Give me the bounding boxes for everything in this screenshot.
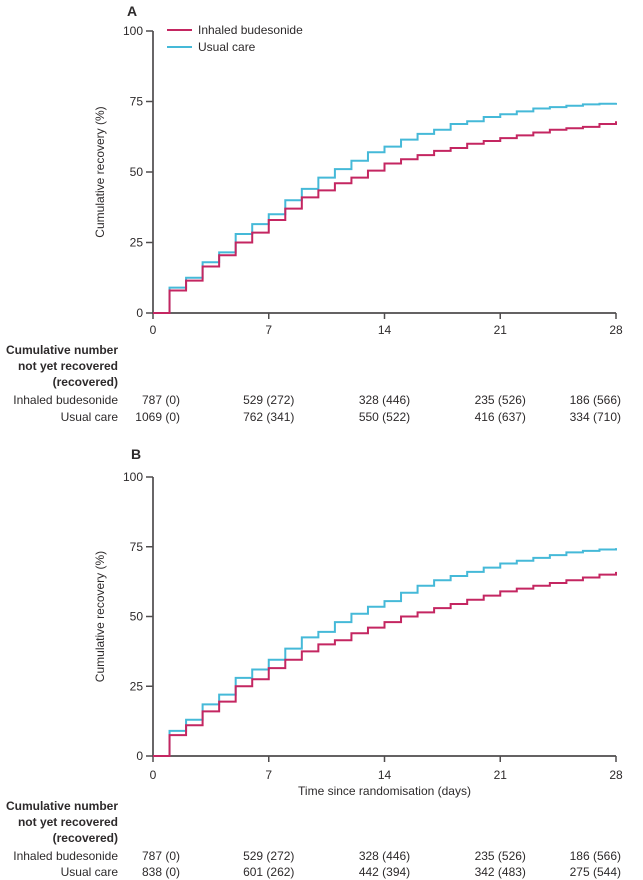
- y-tick-label-panel-a: 50: [130, 165, 144, 179]
- risk-value-panel-b: 838 (0): [142, 865, 180, 879]
- risk-table-header-panel-b: Cumulative number: [6, 799, 118, 813]
- y-tick-label-panel-a: 25: [130, 236, 144, 250]
- risk-table-header-panel-a: Cumulative number: [6, 343, 118, 357]
- risk-value-panel-a: 186 (566): [570, 393, 621, 407]
- risk-table-header-panel-b: (recovered): [53, 831, 118, 845]
- risk-value-panel-b: 529 (272): [243, 849, 294, 863]
- x-tick-label-panel-a: 14: [378, 323, 392, 337]
- series-usual_care-panel-b: [153, 548, 617, 757]
- risk-value-panel-a: 416 (637): [475, 410, 526, 424]
- risk-value-panel-a: 529 (272): [243, 393, 294, 407]
- risk-value-panel-b: 235 (526): [475, 849, 526, 863]
- series-usual_care-panel-a: [153, 102, 617, 314]
- legend-label-usual_care: Usual care: [198, 40, 256, 54]
- x-axis-title-panel-b: Time since randomisation (days): [298, 784, 471, 798]
- x-tick-label-panel-a: 28: [609, 323, 623, 337]
- x-tick-label-panel-b: 14: [378, 768, 392, 782]
- panel-a-label: A: [127, 3, 138, 19]
- y-tick-label-panel-b: 75: [130, 540, 144, 554]
- risk-table-header-panel-a: (recovered): [53, 375, 118, 389]
- x-tick-label-panel-a: 7: [265, 323, 272, 337]
- risk-row-label-panel-a: Inhaled budesonide: [13, 393, 118, 407]
- x-tick-label-panel-b: 21: [494, 768, 508, 782]
- risk-value-panel-b: 442 (394): [359, 865, 410, 879]
- risk-table-header-panel-a: not yet recovered: [18, 359, 118, 373]
- legend-label-inhaled_budesonide: Inhaled budesonide: [198, 23, 303, 37]
- risk-value-panel-a: 334 (710): [570, 410, 621, 424]
- x-tick-label-panel-b: 7: [265, 768, 272, 782]
- y-tick-label-panel-b: 25: [130, 679, 144, 693]
- y-tick-label-panel-b: 0: [136, 749, 143, 763]
- series-inhaled_budesonide-panel-a: [153, 121, 617, 314]
- risk-row-label-panel-b: Inhaled budesonide: [13, 849, 118, 863]
- axis-spines-panel-a: [152, 31, 616, 314]
- risk-value-panel-b: 601 (262): [243, 865, 294, 879]
- risk-value-panel-b: 186 (566): [570, 849, 621, 863]
- risk-table-header-panel-b: not yet recovered: [18, 815, 118, 829]
- y-tick-label-panel-b: 100: [123, 470, 143, 484]
- risk-value-panel-b: 328 (446): [359, 849, 410, 863]
- risk-value-panel-a: 787 (0): [142, 393, 180, 407]
- x-tick-label-panel-a: 0: [150, 323, 157, 337]
- risk-value-panel-b: 275 (544): [570, 865, 621, 879]
- series-inhaled_budesonide-panel-b: [153, 571, 617, 757]
- y-tick-label-panel-a: 100: [123, 24, 143, 38]
- risk-value-panel-a: 235 (526): [475, 393, 526, 407]
- risk-value-panel-b: 787 (0): [142, 849, 180, 863]
- y-tick-label-panel-b: 50: [130, 610, 144, 624]
- panel-b-label: B: [131, 446, 142, 462]
- x-tick-label-panel-a: 21: [494, 323, 508, 337]
- risk-value-panel-a: 328 (446): [359, 393, 410, 407]
- risk-value-panel-a: 1069 (0): [135, 410, 180, 424]
- y-axis-title-panel-a: Cumulative recovery (%): [93, 106, 107, 237]
- y-tick-label-panel-a: 0: [136, 306, 143, 320]
- risk-row-label-panel-b: Usual care: [61, 865, 119, 879]
- risk-value-panel-a: 550 (522): [359, 410, 410, 424]
- axis-spines-panel-b: [152, 477, 616, 757]
- y-tick-label-panel-a: 75: [130, 95, 144, 109]
- risk-value-panel-b: 342 (483): [475, 865, 526, 879]
- y-axis-title-panel-b: Cumulative recovery (%): [93, 551, 107, 682]
- risk-value-panel-a: 762 (341): [243, 410, 294, 424]
- x-tick-label-panel-b: 0: [150, 768, 157, 782]
- x-tick-label-panel-b: 28: [609, 768, 623, 782]
- risk-row-label-panel-a: Usual care: [61, 410, 119, 424]
